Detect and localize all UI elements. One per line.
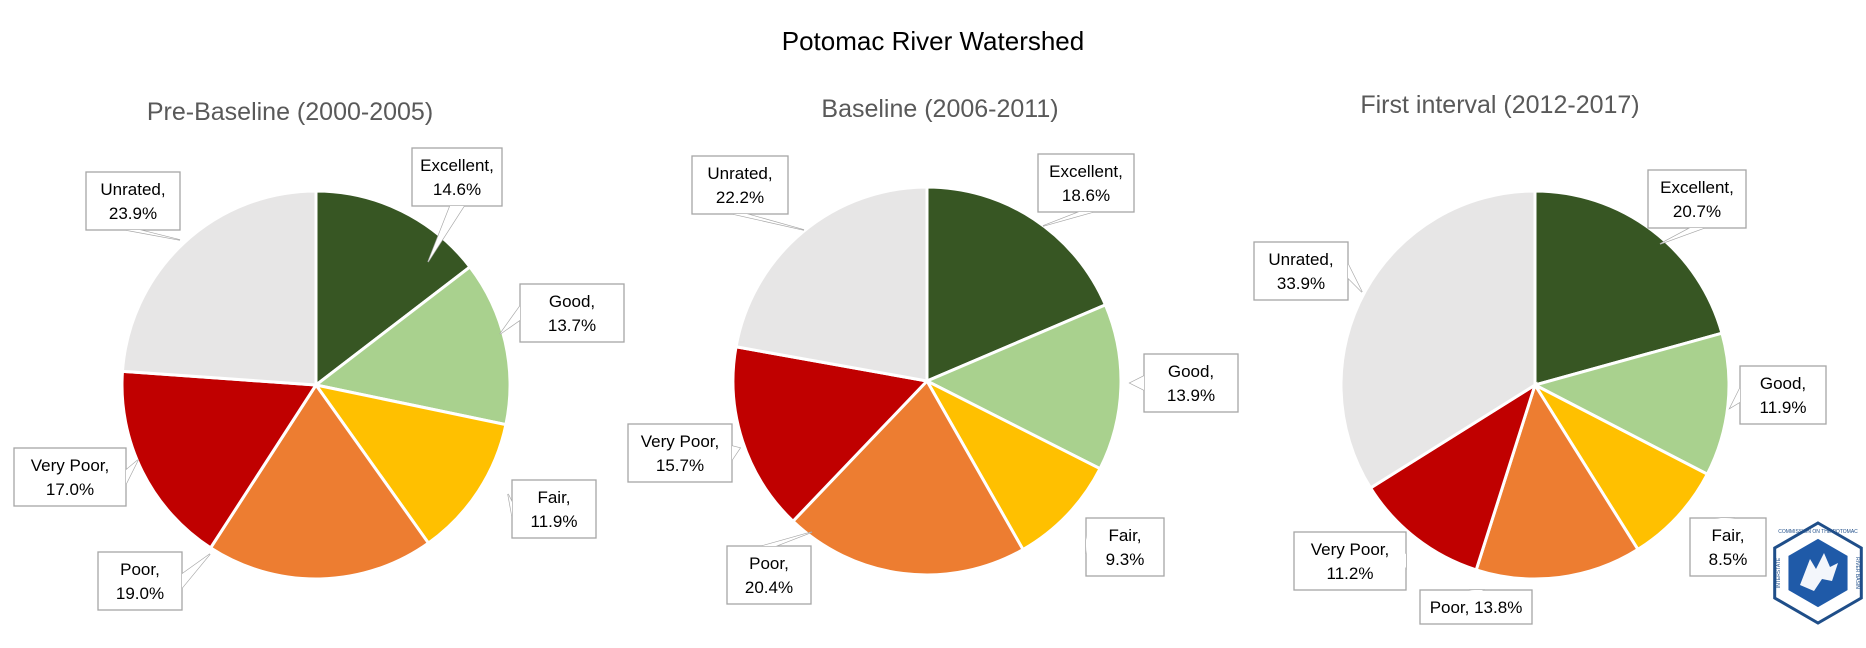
data-label-excellent: Excellent, 20.7% bbox=[1647, 169, 1747, 245]
data-label-excellent: Excellent, 18.6% bbox=[1037, 153, 1135, 227]
data-label-text: 18.6% bbox=[1062, 186, 1110, 205]
data-label-text: 11.9% bbox=[1760, 398, 1807, 417]
slice-very-poor bbox=[1368, 381, 1538, 572]
data-label-text: 19.0% bbox=[116, 584, 164, 603]
data-label-excellent: Excellent, 14.6% bbox=[411, 147, 503, 263]
data-label-text: 11.9% bbox=[531, 512, 578, 531]
logo-ring-top: COMMISSION ON THE POTOMAC bbox=[1778, 529, 1858, 535]
data-label-poor: Poor, 19.0% bbox=[97, 551, 211, 611]
data-label-text: Very Poor, bbox=[641, 432, 719, 451]
data-label-text: 17.0% bbox=[46, 480, 94, 499]
data-label-text: 33.9% bbox=[1277, 274, 1325, 293]
data-label-text: 9.3% bbox=[1106, 550, 1145, 569]
pie-title: Pre-Baseline (2000-2005) bbox=[147, 98, 433, 126]
slice-fair bbox=[1530, 381, 1710, 552]
slice-unrated bbox=[120, 189, 318, 387]
slice-good bbox=[1530, 331, 1731, 477]
main-title: Potomac River Watershed bbox=[782, 26, 1084, 56]
data-label-fair: Fair, 11.9% bbox=[507, 479, 597, 539]
data-label-text: Unrated, bbox=[707, 164, 772, 183]
pie-chart-3: First interval (2012-2017) Excellent, 20.7… bbox=[1253, 91, 1827, 625]
data-label-text: Excellent, bbox=[420, 156, 494, 175]
data-label-text: Poor, bbox=[749, 554, 789, 573]
slice-very-poor bbox=[731, 345, 931, 524]
icprb-logo: COMMISSION ON THE POTOMAC INTERSTATE RIV… bbox=[1773, 521, 1863, 625]
data-label-very-poor: Very Poor, 11.2% bbox=[1293, 531, 1407, 591]
slice-excellent bbox=[314, 189, 473, 389]
data-label-good: Good, 13.7% bbox=[499, 283, 625, 343]
slice-poor bbox=[1474, 381, 1640, 581]
data-label-text: Unrated, bbox=[1268, 250, 1333, 269]
data-label-text: Unrated, bbox=[100, 180, 165, 199]
data-label-unrated: Unrated, 33.9% bbox=[1253, 241, 1363, 301]
data-label-poor: Poor, 20.4% bbox=[726, 531, 813, 605]
pie-title: First interval (2012-2017) bbox=[1360, 91, 1639, 119]
slice-unrated bbox=[734, 185, 929, 383]
pie-chart-1: Pre-Baseline (2000-2005) Excellent, 14.6% G… bbox=[13, 98, 625, 611]
data-label-text: Poor, 13.8% bbox=[1430, 598, 1523, 617]
data-label-good: Good, 13.9% bbox=[1128, 353, 1239, 413]
data-label-unrated: Unrated, 23.9% bbox=[85, 171, 181, 241]
slice-poor bbox=[790, 378, 1026, 577]
data-label-text: Excellent, bbox=[1049, 162, 1123, 181]
data-label-text: 15.7% bbox=[656, 456, 704, 475]
data-label-text: 22.2% bbox=[716, 188, 764, 207]
data-label-unrated: Unrated, 22.2% bbox=[691, 155, 805, 231]
data-label-text: Very Poor, bbox=[1311, 540, 1389, 559]
slice-good bbox=[923, 302, 1123, 471]
data-label-text: Fair, bbox=[537, 488, 570, 507]
data-label-poor: Poor, 13.8% bbox=[1419, 589, 1533, 625]
slice-good bbox=[312, 264, 512, 427]
slice-fair bbox=[923, 377, 1103, 552]
logo-ring-left: INTERSTATE bbox=[1776, 557, 1782, 588]
logo-ring-right: RIVER BASIN bbox=[1854, 557, 1860, 589]
slice-excellent bbox=[1533, 189, 1724, 387]
data-label-text: Very Poor, bbox=[31, 456, 109, 475]
slice-unrated bbox=[1339, 189, 1537, 490]
slice-very-poor bbox=[120, 369, 319, 550]
data-label-text: 14.6% bbox=[433, 180, 481, 199]
data-label-text: Good, bbox=[1760, 374, 1806, 393]
data-label-good: Good, 11.9% bbox=[1728, 365, 1827, 425]
slice-excellent bbox=[925, 185, 1108, 384]
slice-fair bbox=[312, 382, 508, 546]
data-label-text: Fair, bbox=[1711, 526, 1744, 545]
data-label-text: 23.9% bbox=[109, 204, 157, 223]
data-label-very-poor: Very Poor, 17.0% bbox=[13, 447, 139, 507]
data-label-fair: Fair, 9.3% bbox=[1085, 517, 1165, 577]
data-label-fair: Fair, 8.5% bbox=[1689, 517, 1767, 577]
data-label-text: 20.7% bbox=[1673, 202, 1721, 221]
data-label-text: Good, bbox=[1168, 362, 1214, 381]
data-label-text: 20.4% bbox=[745, 578, 793, 597]
data-label-text: 13.9% bbox=[1167, 386, 1215, 405]
data-label-text: Good, bbox=[549, 292, 595, 311]
data-label-very-poor: Very Poor, 15.7% bbox=[627, 423, 742, 483]
data-label-text: Poor, bbox=[120, 560, 160, 579]
data-label-text: 13.7% bbox=[548, 316, 596, 335]
data-label-text: 8.5% bbox=[1709, 550, 1748, 569]
data-label-text: Excellent, bbox=[1660, 178, 1734, 197]
pie-chart-2: Baseline (2006-2011) Excellent, 18.6% Good,… bbox=[627, 95, 1239, 605]
data-label-text: Fair, bbox=[1108, 526, 1141, 545]
slice-poor bbox=[208, 382, 431, 581]
pie-title: Baseline (2006-2011) bbox=[821, 95, 1058, 123]
data-label-text: 11.2% bbox=[1327, 564, 1374, 583]
